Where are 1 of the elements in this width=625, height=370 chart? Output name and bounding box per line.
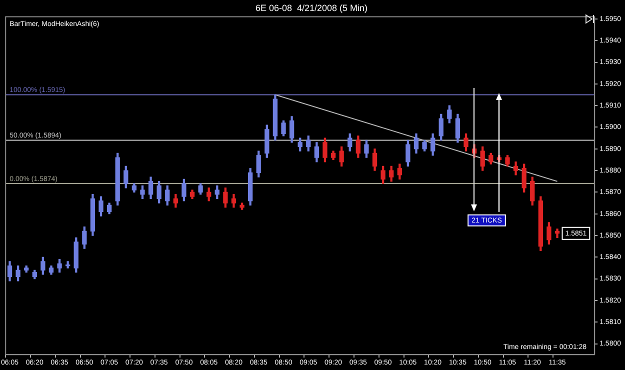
chart-title: 6E 06-08 4/21/2008 (5 Min) — [255, 2, 368, 13]
